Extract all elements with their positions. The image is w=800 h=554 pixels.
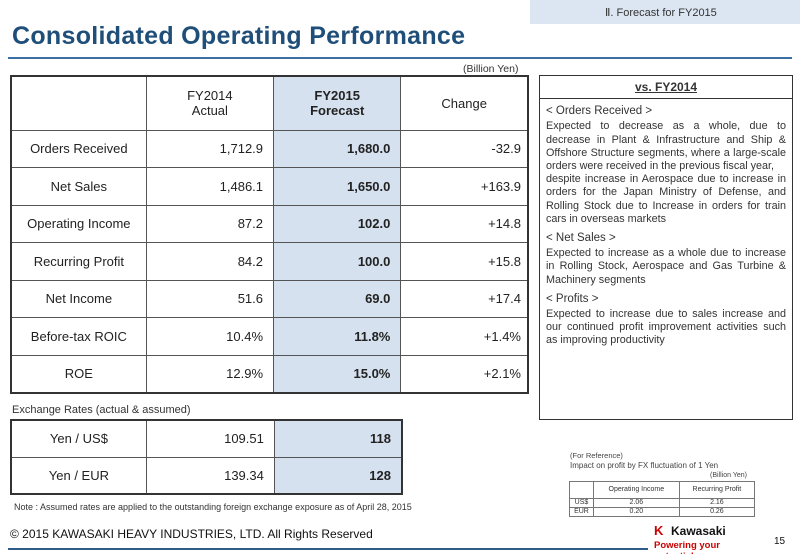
table-row: EUR 0.20 0.26: [569, 507, 756, 517]
row-label: Yen / US$: [10, 419, 147, 458]
change-value: +163.9: [400, 167, 529, 206]
comparison-panel: vs. FY2014 < Orders Received > Expected …: [539, 75, 793, 420]
forecast-value: 118: [273, 419, 403, 458]
row-label: Orders Received: [10, 129, 147, 168]
panel-title: vs. FY2014: [634, 80, 698, 94]
unit-label: (Billion Yen): [463, 63, 519, 75]
logo-tagline: Powering your potential: [654, 540, 720, 554]
section-text: Expected to decrease as a whole, due to …: [546, 120, 786, 225]
section-heading: < Net Sales >: [546, 232, 616, 245]
change-value: +1.4%: [400, 317, 529, 356]
row-label: Net Sales: [10, 167, 147, 206]
forecast-value: 128: [273, 456, 403, 495]
change-value: -32.9: [400, 129, 529, 168]
exchange-rates-label: Exchange Rates (actual & assumed): [12, 404, 191, 416]
forecast-value: 15.0%: [273, 354, 402, 393]
actual-value: 10.4%: [145, 317, 275, 356]
change-value: +14.8: [400, 204, 529, 243]
actual-value: 1,486.1: [145, 167, 275, 206]
forecast-value: 69.0: [273, 279, 402, 318]
operating-value: 0.20: [592, 507, 680, 517]
header-fy2014-year: FY2014: [187, 88, 233, 104]
reference-unit: (Billion Yen): [710, 472, 747, 479]
table-row: Orders Received 1,712.9 1,680.0 -32.9: [10, 129, 529, 168]
row-label: Yen / EUR: [10, 456, 147, 495]
section-heading: < Profits >: [546, 292, 599, 305]
forecast-value: 1,680.0: [273, 129, 402, 168]
recurring-value: 0.26: [678, 507, 756, 517]
actual-value: 1,712.9: [145, 129, 275, 168]
header-fy2015-year: FY2015: [314, 88, 360, 104]
row-label: EUR: [569, 507, 594, 517]
table-row: Net Sales 1,486.1 1,650.0 +163.9: [10, 167, 529, 206]
header-blank: [569, 481, 594, 499]
row-label: US$: [569, 498, 594, 508]
reference-subtitle: Impact on profit by FX fluctuation of 1 …: [570, 461, 719, 470]
change-value: +17.4: [400, 279, 529, 318]
header-fy2014: FY2014 Actual: [145, 75, 275, 131]
section-tag: Ⅱ. Forecast for FY2015: [530, 0, 800, 24]
panel-divider: [540, 98, 792, 100]
actual-value: 109.51: [145, 419, 275, 458]
table-header-row: Operating Income Recurring Profit: [569, 481, 756, 499]
actual-value: 87.2: [145, 204, 275, 243]
copyright-text: © 2015 KAWASAKI HEAVY INDUSTRIES, LTD. A…: [10, 527, 373, 541]
header-fy2015-type: Forecast: [310, 103, 365, 119]
actual-value: 51.6: [145, 279, 275, 318]
row-label: Recurring Profit: [10, 242, 147, 281]
table-row: US$ 2.06 2.16: [569, 498, 756, 508]
table-row: Before-tax ROIC 10.4% 11.8% +1.4%: [10, 317, 529, 356]
row-label: Operating Income: [10, 204, 147, 243]
table-row: Recurring Profit 84.2 100.0 +15.8: [10, 242, 529, 281]
table-row: ROE 12.9% 15.0% +2.1%: [10, 354, 529, 393]
recurring-value: 2.16: [678, 498, 756, 508]
section-heading: < Orders Received >: [546, 105, 653, 118]
change-value: +15.8: [400, 242, 529, 281]
row-label: Before-tax ROIC: [10, 317, 147, 356]
forecast-value: 102.0: [273, 204, 402, 243]
row-label: ROE: [10, 354, 147, 393]
header-fy2014-type: Actual: [191, 103, 228, 119]
page-title: Consolidated Operating Performance: [12, 22, 466, 50]
actual-value: 84.2: [145, 242, 275, 281]
row-label: Net Income: [10, 279, 147, 318]
actual-value: 12.9%: [145, 354, 275, 393]
actual-value: 139.34: [145, 456, 275, 495]
section-text: Expected to increase due to sales increa…: [546, 308, 786, 347]
header-blank: [10, 75, 147, 131]
table-row: Yen / EUR 139.34 128: [10, 456, 403, 495]
header-operating: Operating Income: [592, 481, 680, 499]
header-fy2015: FY2015 Forecast: [273, 75, 402, 131]
footer-divider: [8, 548, 648, 550]
forecast-value: 100.0: [273, 242, 402, 281]
header-change: Change: [400, 75, 529, 131]
section-text: Expected to increase as a whole due to i…: [546, 247, 786, 286]
logo-mark-icon: K: [654, 523, 664, 538]
table-row: Net Income 51.6 69.0 +17.4: [10, 279, 529, 318]
table-row: Operating Income 87.2 102.0 +14.8: [10, 204, 529, 243]
reference-title: (For Reference): [570, 451, 623, 460]
operating-value: 2.06: [592, 498, 680, 508]
page-number: 15: [774, 536, 786, 547]
title-divider: [8, 57, 792, 59]
forecast-value: 1,650.0: [273, 167, 402, 206]
performance-table: FY2014 Actual FY2015 Forecast Change Ord…: [10, 75, 529, 394]
fx-impact-table: Operating Income Recurring Profit US$ 2.…: [569, 481, 756, 517]
kawasaki-logo: K Kawasaki Powering your potential: [654, 523, 754, 554]
table-row: Yen / US$ 109.51 118: [10, 419, 403, 458]
footer: © 2015 KAWASAKI HEAVY INDUSTRIES, LTD. A…: [0, 520, 800, 554]
change-value: +2.1%: [400, 354, 529, 393]
exchange-note: Note : Assumed rates are applied to the …: [14, 502, 412, 512]
header-recurring: Recurring Profit: [678, 481, 756, 499]
exchange-rates-table: Yen / US$ 109.51 118 Yen / EUR 139.34 12…: [10, 419, 403, 495]
table-header-row: FY2014 Actual FY2015 Forecast Change: [10, 75, 529, 131]
forecast-value: 11.8%: [273, 317, 402, 356]
logo-name: Kawasaki: [671, 524, 726, 538]
